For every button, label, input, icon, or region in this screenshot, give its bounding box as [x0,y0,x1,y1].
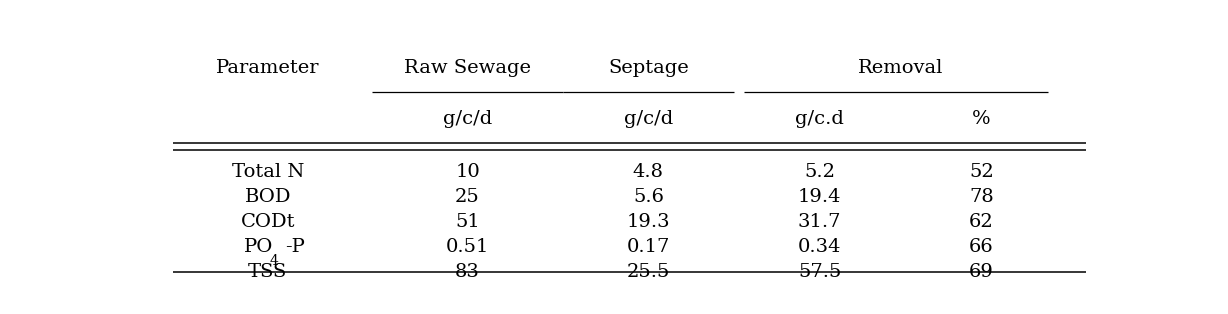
Text: Septage: Septage [608,59,689,77]
Text: 83: 83 [456,263,480,281]
Text: 31.7: 31.7 [798,213,841,231]
Text: Total N: Total N [232,163,303,181]
Text: 69: 69 [969,263,993,281]
Text: 0.51: 0.51 [446,238,489,256]
Text: g/c.d: g/c.d [796,110,844,128]
Text: 5.6: 5.6 [632,188,664,206]
Text: BOD: BOD [244,188,291,206]
Text: 62: 62 [969,213,993,231]
Text: Removal: Removal [858,59,943,77]
Text: 57.5: 57.5 [798,263,841,281]
Text: g/c/d: g/c/d [624,110,673,128]
Text: 19.4: 19.4 [798,188,841,206]
Text: PO: PO [244,238,274,256]
Text: 52: 52 [969,163,993,181]
Text: %: % [973,110,991,128]
Text: Parameter: Parameter [216,59,319,77]
Text: 4.8: 4.8 [632,163,664,181]
Text: TSS: TSS [248,263,287,281]
Text: 51: 51 [456,213,480,231]
Text: -P: -P [285,238,305,256]
Text: CODt: CODt [241,213,295,231]
Text: 78: 78 [969,188,993,206]
Text: 0.34: 0.34 [798,238,841,256]
Text: 19.3: 19.3 [626,213,670,231]
Text: g/c/d: g/c/d [443,110,492,128]
Text: 5.2: 5.2 [804,163,835,181]
Text: 25.5: 25.5 [626,263,670,281]
Text: 66: 66 [969,238,993,256]
Text: 10: 10 [456,163,480,181]
Text: Raw Sewage: Raw Sewage [404,59,530,77]
Text: 25: 25 [456,188,480,206]
Text: 0.17: 0.17 [626,238,670,256]
Text: 4: 4 [270,254,279,268]
